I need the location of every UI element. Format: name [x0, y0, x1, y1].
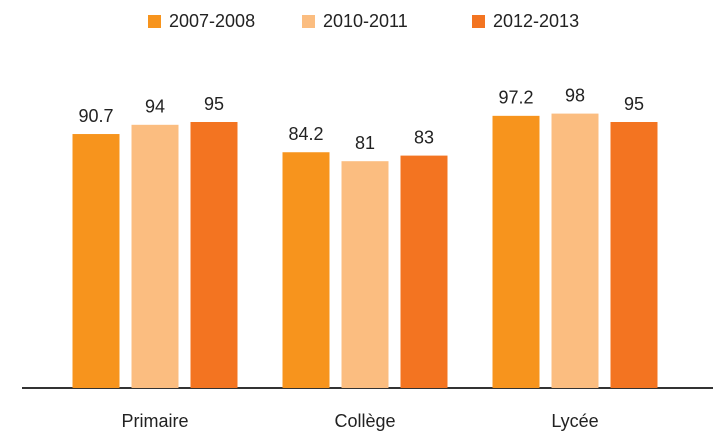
value-label: 95: [204, 94, 224, 114]
bar: [551, 113, 599, 388]
value-label: 94: [145, 97, 165, 117]
value-label: 95: [624, 94, 644, 114]
value-label: 98: [565, 85, 585, 105]
bar: [72, 134, 120, 388]
value-label: 83: [414, 127, 434, 147]
x-tick-label: Primaire: [121, 411, 188, 431]
x-tick-label: Lycée: [551, 411, 598, 431]
legend-label: 2010-2011: [323, 11, 408, 31]
bar: [492, 115, 540, 388]
bar: [282, 152, 330, 388]
bar: [341, 161, 389, 388]
bar: [131, 124, 179, 389]
legend-swatch: [472, 15, 485, 28]
x-tick-label: Collège: [334, 411, 395, 431]
value-label: 97.2: [498, 88, 533, 108]
value-label: 84.2: [288, 124, 323, 144]
value-label: 81: [355, 133, 375, 153]
legend-label: 2012-2013: [493, 11, 579, 31]
legend-swatch: [302, 15, 315, 28]
legend-swatch: [148, 15, 161, 28]
bar: [610, 122, 658, 388]
bar: [190, 122, 238, 388]
legend-label: 2007-2008: [169, 11, 255, 31]
bar: [400, 155, 448, 388]
value-label: 90.7: [78, 106, 113, 126]
